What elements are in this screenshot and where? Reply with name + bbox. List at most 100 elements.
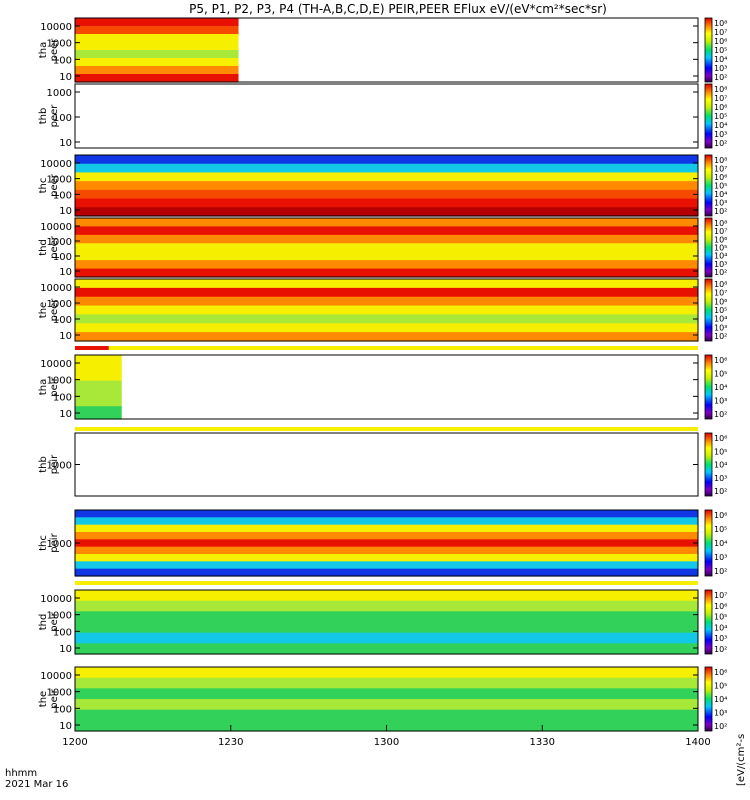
colorbar-tick-thc-peir-4: 10² xyxy=(714,567,727,576)
ytick-label-tha-peir-3: 10 xyxy=(59,409,72,420)
spectrogram-band-tha-peir-4 xyxy=(75,406,122,420)
ylabel-line-the-peer-0: the xyxy=(38,302,49,318)
spectrogram-band-the-peir-0 xyxy=(75,667,698,679)
spectrogram-band-the-peir-3 xyxy=(75,699,698,711)
xtick-label-1: 1230 xyxy=(218,737,243,748)
xtick-label-2: 1300 xyxy=(374,737,399,748)
ytick-label-thd-peer-1: 1000 xyxy=(47,237,72,248)
ylabel-thc-peir: thcpeir xyxy=(38,532,60,552)
ytick-label-thd-peer-0: 10000 xyxy=(40,222,72,233)
spectrogram-band-the-peir-1 xyxy=(75,677,698,689)
colorbar-tick-thd-peer-3: 10⁵ xyxy=(714,244,727,253)
colorbar-tick-thc-peer-5: 10³ xyxy=(714,199,727,208)
ylabel-line-thd-peer-0: thd xyxy=(38,239,49,256)
ytick-label-thb-peir-0: 1000 xyxy=(47,461,72,472)
date-label: 2021 Mar 16 xyxy=(5,779,68,790)
colorbar-the-peir xyxy=(704,666,713,732)
spectrogram-band-thc-peer-0 xyxy=(75,155,698,165)
colorbar-thc-peir xyxy=(704,509,713,577)
ylabel-line-the-peer-1: peer xyxy=(49,298,60,322)
ylabel-line-thd-peir-1: peir xyxy=(49,611,60,631)
ytick-label-tha-peer-3: 10 xyxy=(59,72,72,83)
colorbar-tick-the-peer-1: 10⁷ xyxy=(714,289,727,298)
spectrogram-band-thc-peer-5 xyxy=(75,198,698,208)
colorbar-tick-thc-peer-3: 10⁵ xyxy=(714,182,727,191)
flag-strip-thb-peir xyxy=(75,427,698,431)
ylabel-tha-peir: thapeir xyxy=(38,376,60,396)
ytick-label-the-peir-2: 100 xyxy=(53,704,72,715)
colorbar-tha-peer xyxy=(704,17,713,83)
colorbar-tick-thb-peer-3: 10⁵ xyxy=(714,112,727,121)
colorbar-tick-thd-peer-1: 10⁷ xyxy=(714,227,727,236)
panel-frame-thb-peer xyxy=(74,83,699,149)
spectrogram-band-tha-peer-4 xyxy=(75,50,239,59)
spectrogram-band-thd-peir-5 xyxy=(75,643,698,655)
spectrogram-band-the-peir-2 xyxy=(75,688,698,700)
spectrogram-band-thd-peer-5 xyxy=(75,260,698,270)
spectrogram-band-tha-peer-2 xyxy=(75,34,239,43)
spectrogram-band-thc-peir-8 xyxy=(75,568,698,577)
spectrogram-band-thc-peir-6 xyxy=(75,554,698,562)
ytick-label-tha-peir-2: 100 xyxy=(53,392,72,403)
spectrogram-band-thc-peer-1 xyxy=(75,163,698,174)
colorbar-tick-thb-peer-5: 10³ xyxy=(714,130,727,139)
panel-tha-peer: 10000 1000 100 10 thapeer 10⁸10⁷10⁶10⁵10⁴10³1… xyxy=(38,17,727,83)
ytick-label-thd-peir-1: 1000 xyxy=(47,611,72,622)
ylabel-line-tha-peer-0: tha xyxy=(38,42,49,58)
colorbar-tick-tha-peir-0: 10⁶ xyxy=(714,356,727,365)
spectrogram-band-thd-peer-2 xyxy=(75,234,698,244)
panel-frame-tha-peer xyxy=(74,17,699,83)
colorbar-tick-the-peir-2: 10⁴ xyxy=(714,695,727,704)
spectrogram-band-the-peer-2 xyxy=(75,296,698,307)
colorbar-tick-thd-peir-1: 10⁶ xyxy=(714,602,727,611)
spectrogram-band-the-peer-6 xyxy=(75,332,698,342)
colorbar-tick-thb-peir-1: 10⁵ xyxy=(714,447,727,456)
colorbar-tick-the-peer-4: 10⁴ xyxy=(714,315,727,324)
ytick-label-thb-peer-0: 1000 xyxy=(47,88,72,99)
ytick-label-the-peer-2: 100 xyxy=(53,315,72,326)
x-axis: 1200 1230 1300 1330 1400 xyxy=(62,725,711,748)
colorbar-tick-thb-peir-2: 10⁴ xyxy=(714,461,727,470)
colorbar-tick-thb-peer-0: 10⁸ xyxy=(714,85,727,94)
ytick-label-thc-peir-0: 1000 xyxy=(47,539,72,550)
spectrogram-band-thc-peir-1 xyxy=(75,517,698,526)
spectrogram-band-thd-peir-0 xyxy=(75,590,698,602)
colorbar-tick-thc-peir-1: 10⁵ xyxy=(714,525,727,534)
ylabel-line-thb-peir-1: peir xyxy=(49,454,60,474)
panel-thd-peer: 10000 1000 100 10 thdpeer 10⁸10⁷10⁶10⁵10⁴10³1… xyxy=(38,217,727,278)
colorbar-thc-peer xyxy=(704,154,713,217)
spectrogram-band-thc-peir-7 xyxy=(75,561,698,570)
spectrogram-band-tha-peer-0 xyxy=(75,18,239,27)
flag-red-the-peer xyxy=(75,346,109,350)
ylabel-line-tha-peir-1: peir xyxy=(49,376,60,396)
colorbar-tick-thd-peir-0: 10⁷ xyxy=(714,591,727,600)
colorbar-thb-peer xyxy=(704,83,713,149)
colorbar-tick-tha-peir-1: 10⁵ xyxy=(714,370,727,379)
spectrogram-band-thd-peir-1 xyxy=(75,600,698,612)
ytick-label-thd-peir-3: 10 xyxy=(59,644,72,655)
ylabel-line-thc-peir-1: peir xyxy=(49,532,60,552)
colorbar-tick-thc-peer-0: 10⁸ xyxy=(714,156,727,165)
colorbar-tick-thd-peer-6: 10² xyxy=(714,268,727,277)
ylabel-thb-peir: thbpeir xyxy=(38,454,60,474)
ylabel-line-thb-peer-0: thb xyxy=(38,108,49,125)
panel-frame-thc-peer xyxy=(74,154,699,217)
colorbar-tick-tha-peer-3: 10⁵ xyxy=(714,46,727,55)
ylabel-line-the-peir-1: peir xyxy=(49,688,60,708)
ytick-label-thc-peer-1: 1000 xyxy=(47,175,72,186)
spectrogram-band-tha-peer-6 xyxy=(75,66,239,75)
ylabel-the-peer: thepeer xyxy=(38,298,60,322)
spectrogram-band-tha-peir-1 xyxy=(75,367,122,382)
colorbar-tick-tha-peer-6: 10² xyxy=(714,73,727,82)
ylabel-the-peir: thepeir xyxy=(38,688,60,708)
colorbar-tick-thc-peer-4: 10⁴ xyxy=(714,190,727,199)
xtick-label-4: 1400 xyxy=(685,737,710,748)
spectrogram-band-thc-peer-2 xyxy=(75,172,698,182)
ytick-label-the-peer-3: 10 xyxy=(59,331,72,342)
colorbar-thb-peir xyxy=(704,432,713,497)
colorbar-tick-thc-peer-2: 10⁶ xyxy=(714,173,727,182)
flag-strip-the-peer xyxy=(75,346,698,350)
